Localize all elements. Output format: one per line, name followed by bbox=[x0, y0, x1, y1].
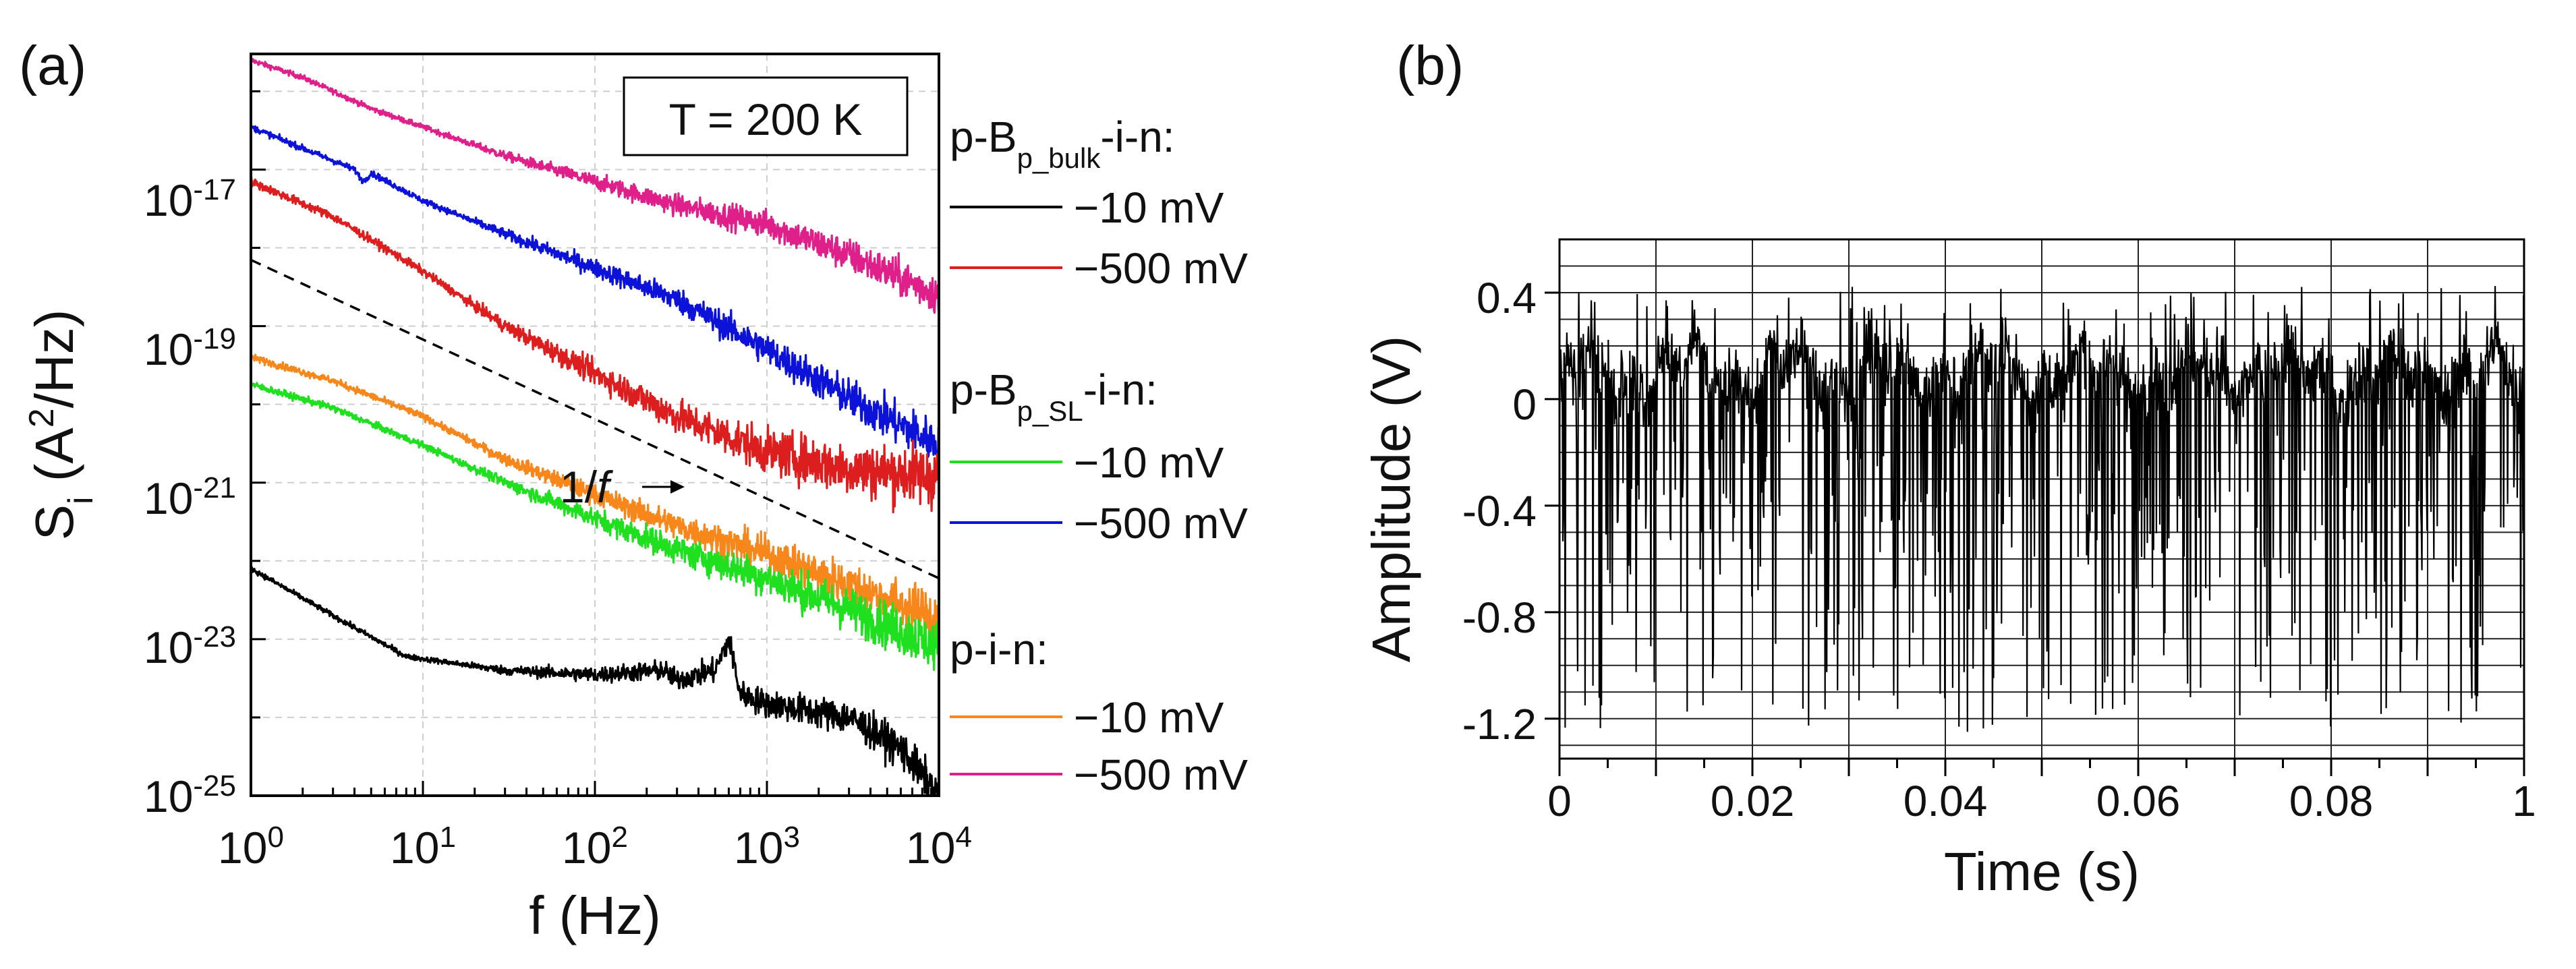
x-tick-label: 0.04 bbox=[1904, 777, 1988, 825]
series-line-5 bbox=[250, 566, 940, 797]
panel-a-spectral-density-chart: (a) T = 200 K 1/f f (Hz) Si (A2/Hz) 100 … bbox=[19, 35, 1248, 945]
series-line-1 bbox=[250, 125, 940, 471]
y-tick-label: 10-23 bbox=[144, 620, 236, 673]
reference-line-arrowhead bbox=[670, 480, 685, 494]
y-tick-label: -0.8 bbox=[1462, 593, 1537, 642]
legend-entry-label: −500 mV bbox=[1074, 499, 1248, 548]
series-line-3 bbox=[250, 353, 940, 644]
panel-a-tick-marks bbox=[250, 90, 940, 797]
y-tick-label: 10-21 bbox=[144, 471, 236, 524]
x-tick-label: 0.02 bbox=[1711, 777, 1795, 825]
x-tick-label: 104 bbox=[906, 821, 972, 873]
reference-line-label: 1/f bbox=[560, 462, 614, 512]
legend-entry-label: −500 mV bbox=[1074, 751, 1248, 799]
legend-entry-label: −500 mV bbox=[1074, 244, 1248, 293]
x-tick-label: 0.06 bbox=[2096, 777, 2181, 825]
panel-a-series-group bbox=[250, 58, 940, 797]
temperature-box bbox=[623, 76, 909, 156]
temperature-label: T = 200 K bbox=[669, 94, 863, 144]
x-tick-label: 101 bbox=[390, 821, 456, 873]
y-tick-label: 10-19 bbox=[144, 322, 236, 375]
panel-a-y-axis-title: Si (A2/Hz) bbox=[22, 310, 101, 541]
panel-b-label: (b) bbox=[1396, 35, 1464, 96]
panel-b-tick-marks bbox=[1545, 291, 2525, 776]
panel-b-series-group bbox=[1558, 286, 2525, 732]
x-tick-label: 0 bbox=[1547, 777, 1572, 825]
x-tick-label: 100 bbox=[218, 821, 284, 873]
legend-group-title: p-Bp_bulk-i-n: bbox=[950, 113, 1175, 174]
y-tick-label: 10-25 bbox=[144, 769, 236, 822]
x-tick-label: 103 bbox=[734, 821, 800, 873]
legend: p-Bp_bulk-i-n: −10 mV −500 mV p-Bp_SL-i-… bbox=[950, 113, 1248, 799]
legend-entry-label: −10 mV bbox=[1074, 438, 1224, 487]
panel-a-grid bbox=[251, 54, 939, 796]
series-line-0 bbox=[250, 58, 940, 314]
y-tick-label: 10-17 bbox=[144, 173, 236, 226]
panel-b-amplitude-chart: (b) Time (s) Amplitude (V) 0 0.02 0.04 0… bbox=[1361, 35, 2536, 902]
series-line-2 bbox=[250, 176, 940, 514]
panel-a-label: (a) bbox=[19, 35, 86, 96]
y-tick-label: 0 bbox=[1512, 380, 1537, 429]
y-tick-label: -0.4 bbox=[1462, 487, 1537, 535]
legend-group-title: p-Bp_SL-i-n: bbox=[950, 365, 1157, 427]
panel-b-x-axis-title: Time (s) bbox=[1944, 842, 2140, 902]
legend-entry-label: −10 mV bbox=[1074, 693, 1224, 742]
series-line-4 bbox=[250, 382, 940, 671]
x-tick-label: 0.08 bbox=[2289, 777, 2374, 825]
x-tick-label: 102 bbox=[562, 821, 628, 873]
y-tick-label: 0.4 bbox=[1477, 274, 1537, 322]
x-tick-label: 1 bbox=[2512, 777, 2536, 825]
panel-a-x-axis-title: f (Hz) bbox=[529, 885, 661, 945]
y-tick-label: -1.2 bbox=[1462, 700, 1537, 748]
legend-group-title: p-i-n: bbox=[950, 625, 1048, 674]
legend-entry-label: −10 mV bbox=[1074, 183, 1224, 232]
telegraph-signal-line bbox=[1558, 286, 2525, 732]
panel-b-y-axis-title: Amplitude (V) bbox=[1361, 336, 1421, 663]
